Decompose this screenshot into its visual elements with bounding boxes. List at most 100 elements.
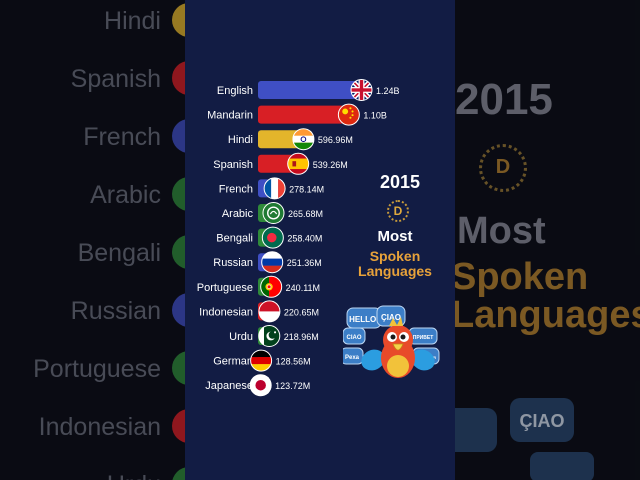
background-dot-arabic xyxy=(172,177,185,211)
value-label-russian: 251.36M xyxy=(287,258,322,268)
value-label-bengali: 258.40M xyxy=(287,234,322,244)
flag-ring-portuguese xyxy=(260,275,283,298)
bar-row-spanish: Spanish 539.26M xyxy=(213,152,348,175)
flag-ring-japanese xyxy=(249,374,272,397)
background-most: Most xyxy=(457,210,546,252)
flag-indonesia-fill xyxy=(258,300,280,322)
year-label: 2015 xyxy=(379,172,421,192)
flag-icon-mandarin xyxy=(337,103,360,126)
flag-icon-german xyxy=(250,349,273,372)
bar-row-indonesian: Indonesian 220.65M xyxy=(199,300,319,323)
category-label-japanese: Japanese xyxy=(205,380,253,392)
category-label-mandarin: Mandarin xyxy=(207,110,253,122)
flag-russia-fill xyxy=(261,251,283,273)
bar-row-urdu: Urdu 218.96M xyxy=(229,325,319,347)
bar-row-bengali: Bengali 258.40M xyxy=(216,226,322,249)
category-label-bengali: Bengali xyxy=(216,233,253,245)
parrot-illustration: HELLO! ÇIAO CIAO Pexa ПРИВЕТ BONJOUR xyxy=(343,305,440,378)
flag-icon-hindi xyxy=(292,128,315,151)
bar-english xyxy=(258,81,370,99)
category-label-arabic: Arabic xyxy=(222,208,254,220)
flag-icon-spanish xyxy=(287,152,310,175)
background-label-indonesian: Indonesian xyxy=(38,413,161,441)
background-spoken: Spoken Languages xyxy=(455,258,640,334)
value-label-japanese: 123.72M xyxy=(275,381,310,391)
bubble-hello-text: HELLO! xyxy=(349,315,379,324)
flag-icon-english xyxy=(350,79,373,101)
background-bubble-ciao-text: ÇIAO xyxy=(520,411,565,431)
bar-row-mandarin: Mandarin 1.10B xyxy=(207,103,387,126)
category-label-german: German xyxy=(213,356,253,368)
bar-chart: English 1.24B Mandarin 1.10B Hindi 596.96M Spa… xyxy=(197,79,400,397)
category-label-hindi: Hindi xyxy=(228,134,253,146)
background-spoken-line1: Spoken xyxy=(455,256,589,298)
flag-icon-arabic xyxy=(262,202,285,224)
bubble-ciao-left: CIAO xyxy=(343,327,366,345)
value-label-indonesian: 220.65M xyxy=(284,307,319,317)
background-label-french: French xyxy=(83,123,161,151)
bubble-ciao-top-text: ÇIAO xyxy=(381,313,401,322)
category-label-english: English xyxy=(217,85,253,97)
flag-ring-german xyxy=(250,349,273,372)
background-label-russian: Russian xyxy=(70,297,161,325)
bubble-privet-text: ПРИВЕТ xyxy=(413,335,434,341)
category-label-russian: Russian xyxy=(213,257,253,269)
bubble-ciao-left-text: CIAO xyxy=(347,335,362,341)
flag-germany-fill xyxy=(250,350,272,372)
chart-panel: English 1.24B Mandarin 1.10B Hindi 596.96M Spa… xyxy=(185,0,455,480)
value-label-spanish: 539.26M xyxy=(313,160,348,170)
flag-icon-urdu xyxy=(258,325,281,347)
background-left: Hindi Spanish French Arabic Bengali Russian Po… xyxy=(0,0,185,480)
background-year: 2015 xyxy=(455,75,553,124)
flag-ring-hindi xyxy=(292,128,315,151)
value-label-french: 278.14M xyxy=(289,184,324,194)
background-left-dim xyxy=(0,0,185,480)
value-label-mandarin: 1.10B xyxy=(363,111,387,121)
background-bubble-privet xyxy=(530,452,594,480)
background-label-urdu: Urdu xyxy=(107,471,161,480)
value-label-german: 128.56M xyxy=(276,357,311,367)
background-right: 2015 D Most Spoken Languages ÇIAO xyxy=(455,0,640,480)
flag-france-fill xyxy=(264,177,286,199)
flag-ring-mandarin xyxy=(337,103,360,126)
background-label-portuguese: Portuguese xyxy=(33,355,161,383)
value-label-portuguese: 240.11M xyxy=(286,283,320,293)
bubble-hello: HELLO! xyxy=(346,307,382,329)
bar-row-portuguese: Portuguese 240.11M xyxy=(197,275,320,298)
flag-icon-indonesian xyxy=(258,300,281,323)
flag-icon-russian xyxy=(261,251,284,274)
flag-ring-russian xyxy=(261,251,284,274)
background-dot-russian xyxy=(172,293,185,327)
flag-icon-bengali xyxy=(261,226,284,249)
category-label-spanish: Spanish xyxy=(213,159,253,171)
background-dot-portuguese xyxy=(172,351,185,385)
flag-pakistan-fill xyxy=(258,325,280,347)
background-dot-indonesian xyxy=(172,409,185,443)
flag-ring-french xyxy=(263,177,286,200)
background-dot-bengali xyxy=(172,235,185,269)
flag-ring-spanish xyxy=(287,152,310,175)
flag-bangladesh-fill xyxy=(262,227,284,249)
bar-row-french: French 278.14M xyxy=(219,177,324,200)
bar-row-russian: Russian 251.36M xyxy=(213,251,322,274)
bar-row-hindi: Hindi 596.96M xyxy=(228,128,353,151)
flag-portugal-fill xyxy=(260,276,282,298)
flag-japan-fill xyxy=(250,374,272,396)
flag-ring-bengali xyxy=(261,226,284,249)
background-dot-french xyxy=(172,119,185,153)
value-label-arabic: 265.68M xyxy=(288,209,323,219)
bar-row-english: English 1.24B xyxy=(217,79,400,101)
category-label-urdu: Urdu xyxy=(229,331,253,343)
background-dot-spanish xyxy=(172,61,185,95)
background-right-dim xyxy=(455,0,640,480)
flag-china-fill xyxy=(338,104,360,126)
background-bubble-hello xyxy=(455,408,497,452)
bar-row-arabic: Arabic 265.68M xyxy=(222,202,323,224)
bubble-pexa-text: Pexa xyxy=(345,355,360,361)
flag-icon-portuguese xyxy=(260,275,283,298)
flag-ring-indonesian xyxy=(258,300,281,323)
flag-ring-urdu xyxy=(258,325,281,347)
flag-ring-arabic xyxy=(262,202,285,224)
flag-spain-fill xyxy=(287,153,309,175)
background-label-hindi: Hindi xyxy=(104,7,161,35)
